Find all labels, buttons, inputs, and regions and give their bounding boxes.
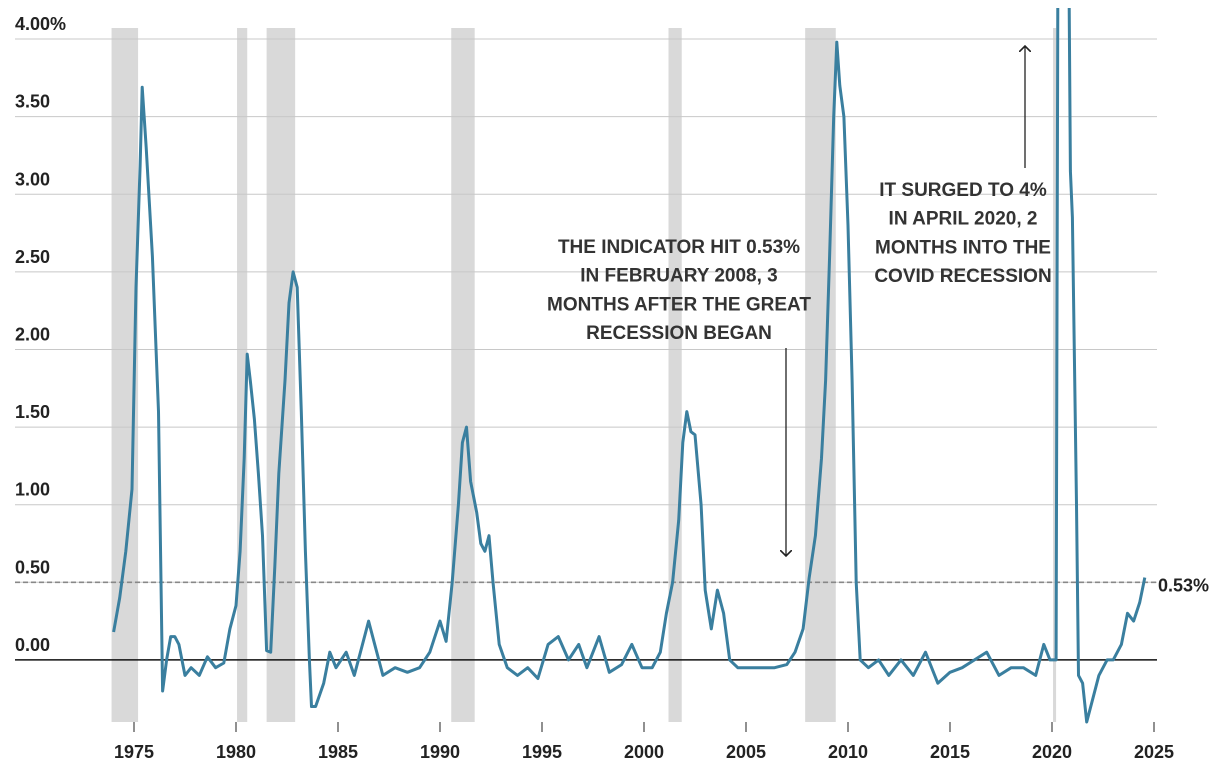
y-tick-label: 3.50 [15,92,50,112]
x-tick-label: 2010 [828,742,868,762]
recession-band [1053,28,1057,722]
y-tick-label: 1.50 [15,402,50,422]
x-tick-label: 1995 [522,742,562,762]
x-tick-label: 2000 [624,742,664,762]
x-tick-label: 2020 [1032,742,1072,762]
annotation: IT SURGED TO 4% [879,180,1047,201]
x-tick-label: 2005 [726,742,766,762]
y-tick-label: 0.50 [15,557,50,577]
x-tick-label: 2015 [930,742,970,762]
recession-band [805,28,836,722]
x-tick-label: 2025 [1134,742,1174,762]
x-tick-label: 1975 [114,742,154,762]
y-tick-label: 0.00 [15,635,50,655]
annotation: IN APRIL 2020, 2 [889,209,1038,230]
y-tick-label: 4.00% [15,14,66,34]
data-line [112,8,1147,724]
x-tick-label: 1980 [216,742,256,762]
x-tick-label: 1985 [318,742,358,762]
recession-band [237,28,248,722]
y-tick-label: 3.00 [15,169,50,189]
annotation: MONTHS AFTER THE GREAT [547,294,811,315]
annotation: THE INDICATOR HIT 0.53% [558,237,800,258]
recession-band [266,28,296,722]
y-tick-label: 2.00 [15,324,50,344]
annotation: IN FEBRUARY 2008, 3 [580,266,777,287]
annotation: MONTHS INTO THE [875,237,1051,258]
x-tick-label: 1990 [420,742,460,762]
recession-band [668,28,682,722]
annotation: RECESSION BEGAN [586,323,772,344]
annotation: COVID RECESSION [874,266,1051,287]
y-tick-label: 1.00 [15,480,50,500]
end-value-label: 0.53% [1158,576,1209,596]
y-tick-label: 2.50 [15,247,50,267]
recession-band [451,28,475,722]
